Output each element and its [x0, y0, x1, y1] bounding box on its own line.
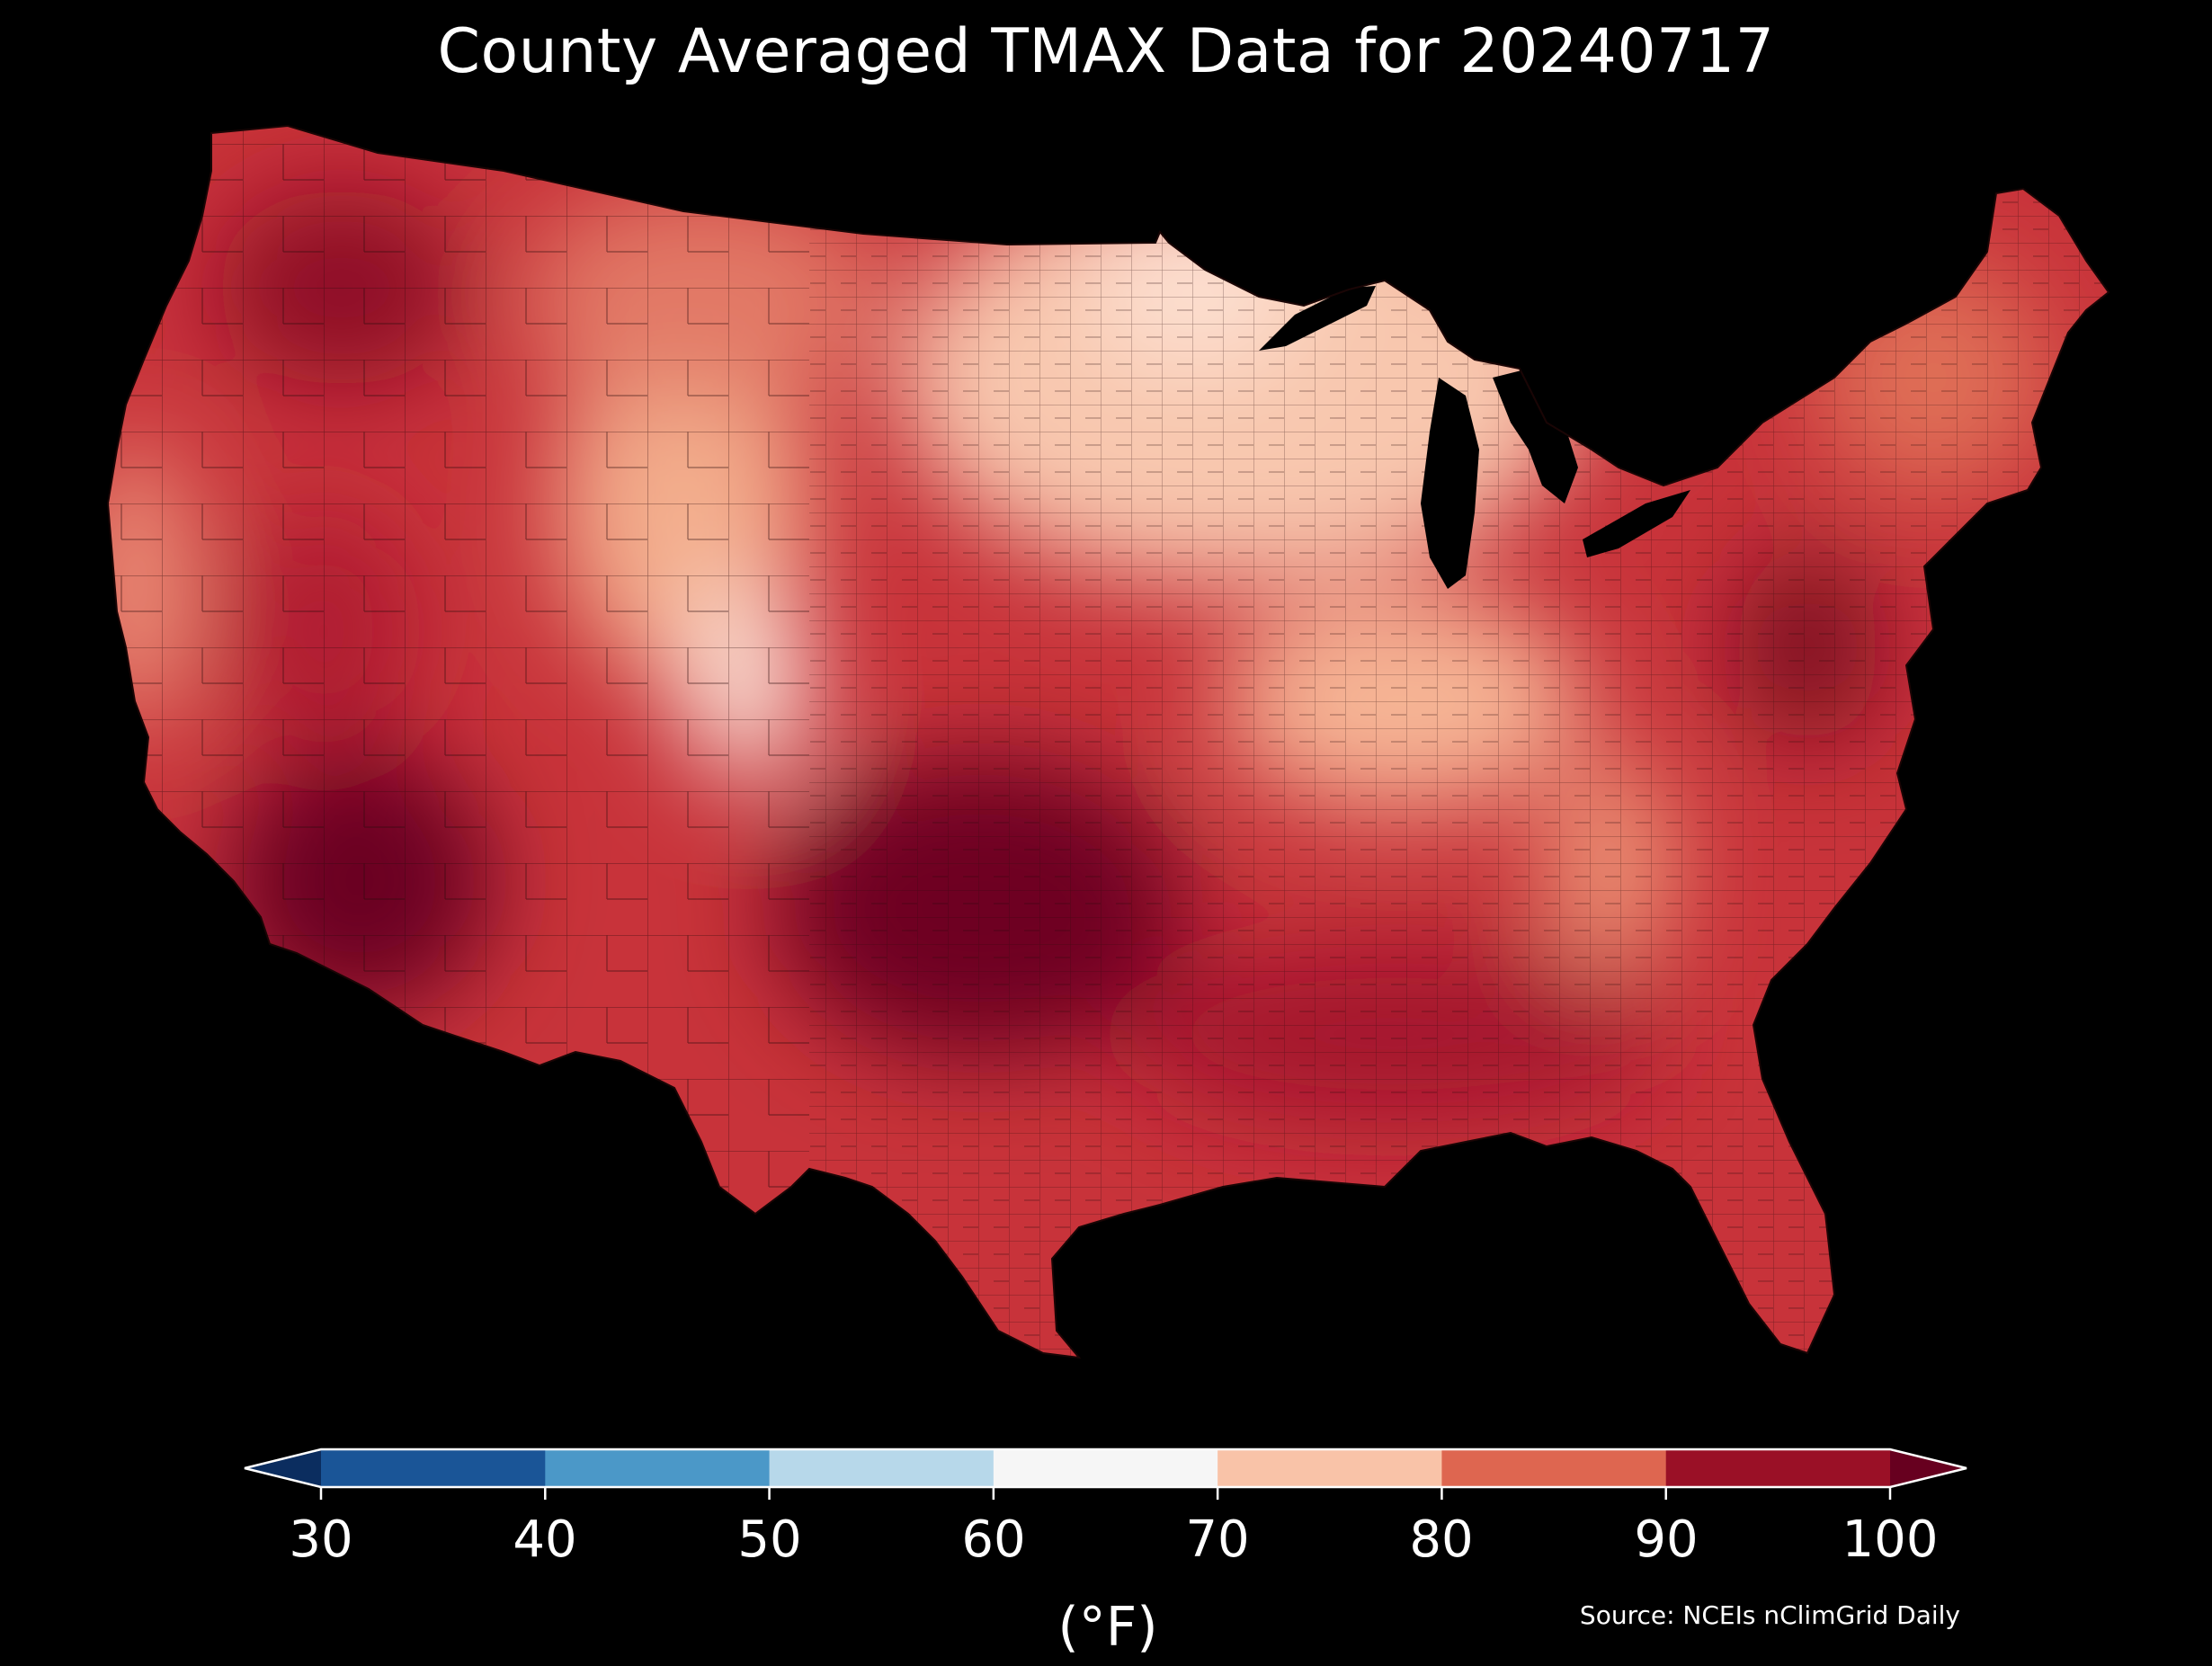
lake-huron: [1493, 369, 1578, 503]
colorbar-bin-60-70: [993, 1449, 1218, 1487]
colorbar-tick-30: 30: [289, 1510, 353, 1569]
source-credit: Source: NCEIs nClimGrid Daily: [1579, 1600, 1960, 1630]
lake-superior: [1259, 286, 1376, 351]
colorbar-under-extension: [245, 1449, 321, 1487]
colorbar-bin-40-50: [545, 1449, 771, 1487]
colorbar-tick-100: 100: [1842, 1510, 1939, 1569]
colorbar-unit-label: (°F): [1057, 1596, 1158, 1659]
colorbar-tick-80: 80: [1409, 1510, 1474, 1569]
colorbar-tick-60: 60: [961, 1510, 1026, 1569]
colorbar-tick-90: 90: [1634, 1510, 1699, 1569]
lake-michigan: [1421, 378, 1479, 589]
colorbar-bin-30-40: [321, 1449, 546, 1487]
lake-erie: [1583, 490, 1690, 557]
colorbar-tick-70: 70: [1185, 1510, 1250, 1569]
colorbar-over-extension: [1890, 1449, 1967, 1487]
colorbar-bin-90-100: [1665, 1449, 1891, 1487]
colorbar-tick-40: 40: [513, 1510, 577, 1569]
colorbar-bin-80-90: [1441, 1449, 1667, 1487]
map-title: County Averaged TMAX Data for 20240717: [437, 16, 1775, 87]
us-county-map: [107, 125, 2109, 1359]
colorbar-bin-50-60: [769, 1449, 995, 1487]
colorbar-tick-50: 50: [737, 1510, 802, 1569]
colorbar-bin-70-80: [1217, 1449, 1442, 1487]
